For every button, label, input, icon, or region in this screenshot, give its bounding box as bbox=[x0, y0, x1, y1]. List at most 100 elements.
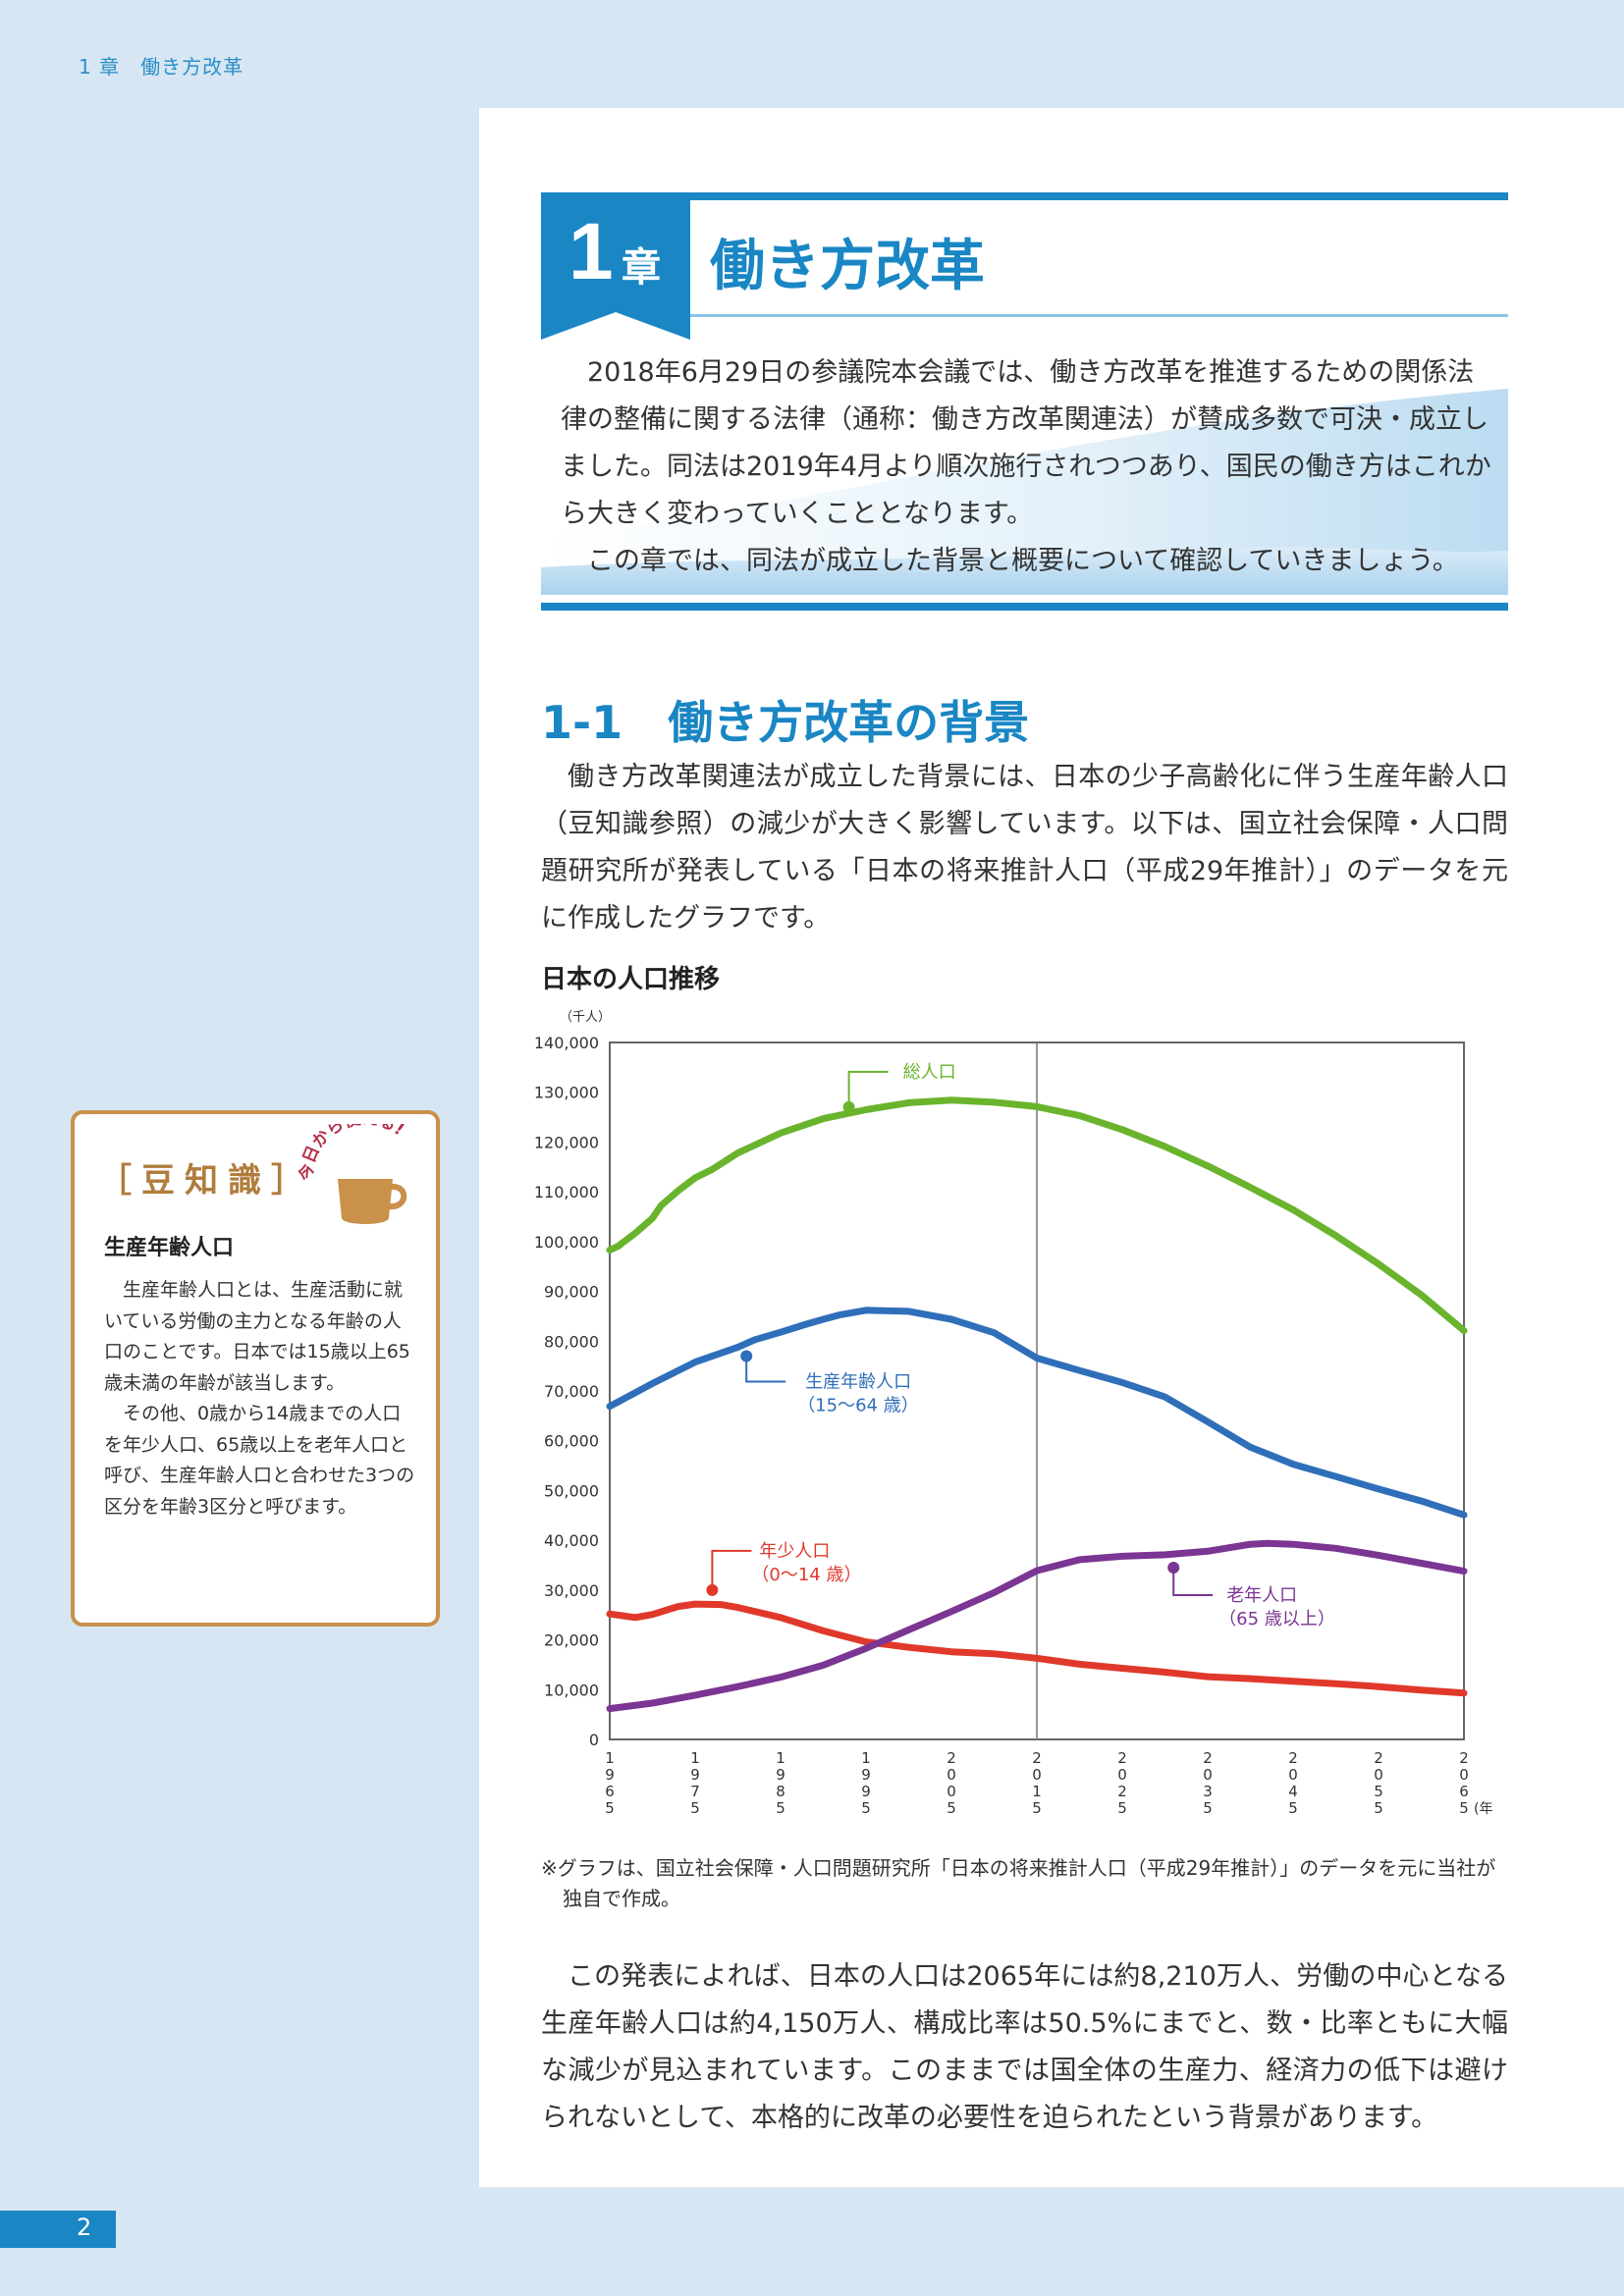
x-tick-label: 4 bbox=[1288, 1783, 1298, 1800]
x-tick-label: 0 bbox=[947, 1783, 956, 1800]
section-paragraph-1: 働き方改革関連法が成立した背景には、日本の少子高齢化に伴う生産年齢人口（豆知識参… bbox=[541, 762, 1508, 934]
x-tick-label: 2 bbox=[1288, 1749, 1298, 1767]
x-tick-label: 1 bbox=[776, 1749, 785, 1767]
total-population-label: 総人口 bbox=[903, 1062, 956, 1083]
youth-label: 年少人口 bbox=[759, 1541, 830, 1562]
y-tick-label: 0 bbox=[589, 1731, 599, 1749]
population-chart: （千人） 0 10,000 20,000 30,000 40,000 50,000 60,00… bbox=[534, 1010, 1492, 1817]
x-tick-label: 7 bbox=[690, 1783, 700, 1800]
y-tick-label: 30,000 bbox=[544, 1581, 599, 1600]
chapter-wave-decoration bbox=[541, 389, 1508, 595]
svg-text:今日から使える!: 今日から使える! bbox=[298, 1124, 407, 1181]
x-tick-label: 0 bbox=[947, 1766, 956, 1784]
tip-body: 生産年齢人口とは、生産活動に就いている労働の主力となる年齢の人口のことです。日本… bbox=[104, 1275, 416, 1522]
chapter-title-underline bbox=[690, 314, 1508, 317]
tip-paragraph: 生産年齢人口とは、生産活動に就いている労働の主力となる年齢の人口のことです。日本… bbox=[104, 1279, 410, 1394]
series-leader-line bbox=[847, 1070, 889, 1107]
x-tick-label: 5 bbox=[1032, 1799, 1042, 1817]
section-title: 1-1 働き方改革の背景 bbox=[541, 696, 1030, 749]
x-tick-label: 2 bbox=[1032, 1749, 1042, 1767]
x-tick-label: 5 bbox=[947, 1799, 956, 1817]
y-tick-label: 20,000 bbox=[544, 1631, 599, 1650]
x-tick-label: 2 bbox=[1203, 1749, 1213, 1767]
x-tick-label: 1 bbox=[1032, 1783, 1042, 1800]
x-tick-label: 5 bbox=[1374, 1783, 1383, 1800]
x-tick-label: 0 bbox=[1203, 1766, 1213, 1784]
x-tick-label: 5 bbox=[776, 1799, 785, 1817]
chapter-header: 1 章 働き方改革 2018年6月29日の参議院本会議では、働き方改革を推進する… bbox=[541, 192, 1508, 611]
y-tick-label: 60,000 bbox=[544, 1432, 599, 1451]
series-leader-line bbox=[711, 1549, 752, 1590]
chapter-bottom-rule bbox=[541, 603, 1508, 611]
chapter-intro: 2018年6月29日の参議院本会議では、働き方改革を推進するための関係法律の整備… bbox=[561, 349, 1498, 585]
series-label-dot bbox=[842, 1100, 855, 1113]
x-tick-label: 3 bbox=[1203, 1783, 1213, 1800]
page-number-tab bbox=[0, 2211, 116, 2248]
tip-paragraph: その他、0歳から14歳までの人口を年少人口、65歳以上を老年人口と呼び、生産年齢… bbox=[104, 1403, 415, 1518]
x-tick-label: 6 bbox=[605, 1783, 615, 1800]
x-tick-label: 8 bbox=[776, 1783, 785, 1800]
working-age-label: 生産年齢人口 bbox=[805, 1372, 911, 1393]
x-tick-label: 0 bbox=[1459, 1766, 1469, 1784]
series-label-dot bbox=[706, 1583, 719, 1596]
x-tick-label: 1 bbox=[605, 1749, 615, 1767]
x-tick-label: 0 bbox=[1117, 1766, 1127, 1784]
elderly-label-sub: （65 歳以上） bbox=[1218, 1609, 1335, 1629]
x-tick-label: 1 bbox=[861, 1749, 871, 1767]
x-tick-label: 0 bbox=[1032, 1766, 1042, 1784]
y-tick-label: 130,000 bbox=[534, 1084, 599, 1102]
x-tick-label: 0 bbox=[1288, 1766, 1298, 1784]
chapter-top-rule bbox=[541, 192, 1508, 200]
x-unit-label: (年) bbox=[1474, 1801, 1492, 1817]
coffee-mug-icon: 今日から使える! bbox=[298, 1124, 407, 1224]
intro-paragraph: この章では、同法が成立した背景と概要について確認していきましょう。 bbox=[587, 546, 1459, 576]
working-age-label-sub: （15～64 歳） bbox=[797, 1396, 919, 1416]
chart-title: 日本の人口推移 bbox=[541, 965, 721, 994]
elderly-label: 老年人口 bbox=[1226, 1585, 1297, 1606]
x-tick-label: 6 bbox=[1459, 1783, 1469, 1800]
section-paragraph-2: この発表によれば、日本の人口は2065年には約8,210万人、労働の中心となる生… bbox=[541, 1961, 1508, 2133]
chart-note: ※グラフは、国立社会保障・人口問題研究所「日本の将来推計人口（平成29年推計）」… bbox=[541, 1856, 1496, 1910]
x-tick-label: 0 bbox=[1374, 1766, 1383, 1784]
series-leader-line bbox=[745, 1356, 786, 1383]
y-tick-label: 70,000 bbox=[544, 1382, 599, 1401]
page-number: 2 bbox=[77, 2214, 92, 2241]
tip-heading: 生産年齢人口 bbox=[104, 1236, 235, 1260]
chapter-ribbon bbox=[541, 192, 690, 340]
chapter-number: 1 bbox=[568, 207, 614, 296]
y-tick-label: 50,000 bbox=[544, 1481, 599, 1500]
x-tick-label: 5 bbox=[1459, 1799, 1469, 1817]
running-head: 1 章 働き方改革 bbox=[79, 55, 244, 79]
x-tick-label: 9 bbox=[861, 1766, 871, 1784]
x-tick-label: 5 bbox=[1374, 1799, 1383, 1817]
y-tick-label: 40,000 bbox=[544, 1531, 599, 1550]
elderly-line bbox=[606, 1539, 1468, 1713]
tip-box: ［豆知識］ 今日から使える! 生産年齢人口 生産年齢人口とは、生産活動に就いてい… bbox=[71, 1110, 440, 1627]
x-tick-label: 5 bbox=[690, 1799, 700, 1817]
y-tick-label: 100,000 bbox=[534, 1233, 599, 1252]
x-tick-label: 2 bbox=[1117, 1749, 1127, 1767]
x-tick-label: 9 bbox=[605, 1766, 615, 1784]
x-tick-label: 2 bbox=[1459, 1749, 1469, 1767]
y-tick-label: 90,000 bbox=[544, 1283, 599, 1302]
y-tick-label: 80,000 bbox=[544, 1332, 599, 1351]
tip-title: ［豆知識］ bbox=[98, 1161, 314, 1201]
x-tick-label: 5 bbox=[605, 1799, 615, 1817]
x-tick-label: 2 bbox=[1117, 1783, 1127, 1800]
y-tick-label: 10,000 bbox=[544, 1681, 599, 1699]
x-tick-label: 5 bbox=[1203, 1799, 1213, 1817]
y-tick-label: 110,000 bbox=[534, 1183, 599, 1201]
working-age-line bbox=[606, 1307, 1468, 1519]
x-tick-label: 5 bbox=[1117, 1799, 1127, 1817]
chapter-title: 働き方改革 bbox=[710, 235, 985, 298]
x-tick-label: 1 bbox=[690, 1749, 700, 1767]
x-tick-label: 5 bbox=[1288, 1799, 1298, 1817]
y-unit-label: （千人） bbox=[560, 1010, 611, 1025]
x-tick-label: 2 bbox=[947, 1749, 956, 1767]
x-tick-label: 9 bbox=[690, 1766, 700, 1784]
x-tick-label: 5 bbox=[861, 1799, 871, 1817]
x-tick-label: 9 bbox=[776, 1766, 785, 1784]
total-population-line bbox=[606, 1096, 1468, 1335]
x-tick-label: 2 bbox=[1374, 1749, 1383, 1767]
youth-label-sub: （0～14 歳） bbox=[751, 1565, 861, 1585]
